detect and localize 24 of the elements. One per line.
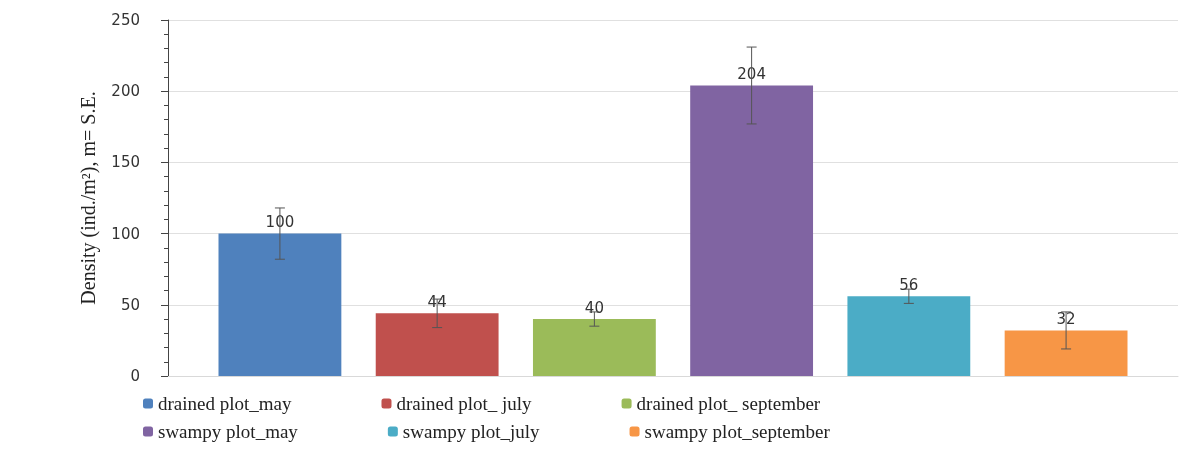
bar (1004, 330, 1128, 376)
y-tick-label: 200 (111, 82, 140, 101)
legend-label: swampy plot_september (644, 421, 831, 442)
legend-label: drained plot_may (158, 393, 292, 414)
bar (847, 296, 971, 376)
y-axis-title: Density (ind./m²), m= S.E. (77, 91, 100, 305)
data-label: 56 (899, 275, 919, 294)
bar (218, 233, 342, 376)
y-tick-label: 0 (130, 367, 140, 385)
legend-label: swampy plot_july (402, 421, 541, 442)
y-tick-label: 150 (111, 153, 140, 172)
bar (375, 313, 499, 376)
data-label: 32 (1056, 309, 1076, 328)
y-tick-label: 50 (120, 295, 140, 314)
legend-label: swampy plot_may (158, 421, 299, 442)
data-label: 40 (584, 298, 604, 317)
legend-label: drained plot_ september (636, 393, 821, 414)
legend-label: drained plot_ july (396, 393, 533, 414)
bar (690, 85, 814, 376)
y-tick-label: 250 (111, 11, 140, 29)
y-tick-label: 100 (111, 224, 140, 243)
bar (532, 319, 656, 376)
data-label: 100 (265, 213, 295, 232)
data-label: 44 (427, 292, 447, 311)
